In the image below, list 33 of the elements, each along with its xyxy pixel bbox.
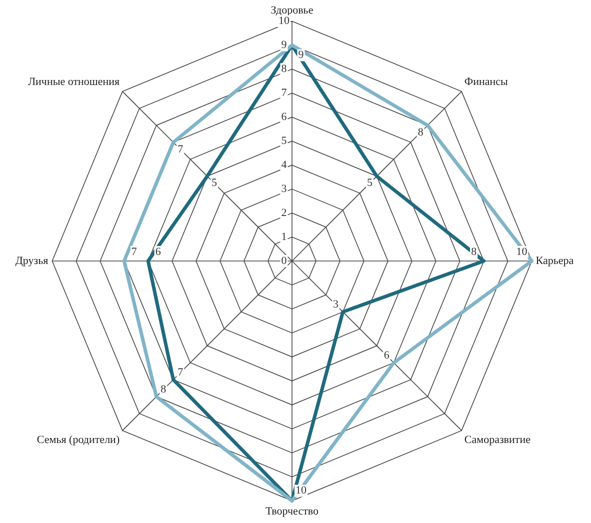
spoke-label: Друзья [15, 254, 48, 267]
data-label: 5 [366, 177, 373, 190]
data-label: 10 [296, 484, 307, 497]
spoke-label: Саморазвитие [464, 434, 531, 446]
spoke-label: Семья (родители) [36, 434, 120, 446]
y-tick-label: 10 [278, 15, 290, 28]
data-label: 6 [155, 246, 162, 258]
spoke-label: Карьера [536, 254, 574, 267]
y-tick-label: 9 [281, 39, 288, 52]
y-tick-label: 6 [281, 111, 288, 124]
data-label: 6 [384, 350, 390, 362]
y-tick-label: 0 [281, 254, 288, 267]
data-label: 9 [298, 49, 304, 62]
spoke-label: Финансы [464, 76, 509, 88]
data-label: 5 [212, 177, 218, 190]
data-label: 8 [471, 246, 478, 258]
y-tick-label: 4 [281, 158, 288, 171]
y-tick-label: 5 [281, 134, 288, 147]
y-tick-label: 1 [281, 230, 287, 243]
data-label: 8 [418, 126, 424, 138]
spoke-label: Личные отношения [28, 76, 120, 88]
data-label: 8 [160, 383, 167, 396]
y-tick-label: 8 [281, 63, 288, 76]
y-tick-label: 2 [281, 206, 287, 219]
spoke-label: Здоровье [270, 4, 314, 16]
y-tick-label: 7 [281, 87, 288, 100]
data-label: 10 [516, 246, 528, 258]
spoke-label: Творчество [265, 505, 320, 518]
data-label: 7 [131, 246, 138, 258]
y-tick-label: 3 [281, 182, 288, 195]
data-label: 7 [178, 143, 184, 156]
data-label: 3 [333, 298, 340, 311]
data-label: 7 [178, 366, 184, 379]
